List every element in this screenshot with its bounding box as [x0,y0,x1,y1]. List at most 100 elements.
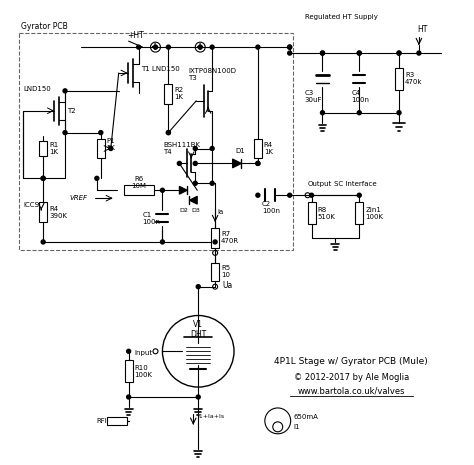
Circle shape [417,51,421,55]
Circle shape [256,161,260,166]
Text: IXTP08N100D
T3: IXTP08N100D T3 [188,68,237,81]
Text: 650mA: 650mA [294,414,319,420]
Circle shape [137,45,141,49]
Bar [97,139,105,159]
Text: +: + [196,42,204,52]
Text: Ia: Ia [217,209,223,215]
Circle shape [95,176,99,180]
Text: Ua: Ua [222,281,232,290]
Text: R1
1K: R1 1K [49,142,58,155]
Circle shape [357,111,361,115]
Text: R6
10M: R6 10M [131,176,146,189]
Circle shape [210,146,214,151]
Circle shape [193,161,197,166]
Bar [211,263,219,281]
Bar [254,139,262,159]
Text: R4
1K: R4 1K [264,142,273,155]
Bar [124,185,154,195]
Circle shape [154,45,157,49]
Text: www.bartola.co.uk/valves: www.bartola.co.uk/valves [298,386,405,396]
Text: R3
470k: R3 470k [405,73,422,86]
Bar [395,68,403,90]
Circle shape [288,193,292,197]
Bar [39,202,47,222]
Circle shape [166,45,170,49]
Text: D1: D1 [235,148,245,154]
Circle shape [193,146,197,151]
Bar [211,228,219,248]
Text: BSH111BK
T4: BSH111BK T4 [164,142,201,155]
Circle shape [63,89,67,93]
Circle shape [99,131,103,134]
Bar [356,202,363,224]
Circle shape [127,395,131,399]
Circle shape [397,111,401,115]
Circle shape [357,193,361,197]
Bar [164,84,173,104]
Circle shape [320,51,325,55]
Circle shape [256,193,260,197]
Circle shape [41,176,45,180]
Text: VREF: VREF [69,195,87,201]
Circle shape [198,45,202,49]
Circle shape [41,240,45,244]
Text: LND150: LND150 [23,86,51,92]
Text: D2: D2 [179,208,188,213]
Circle shape [357,51,361,55]
Circle shape [288,45,292,49]
Text: Gyrator PCB: Gyrator PCB [21,22,68,31]
Bar [107,417,127,425]
Text: C2
100n: C2 100n [262,201,280,213]
Circle shape [63,131,67,134]
Text: RFIL1: RFIL1 [97,418,116,424]
Text: Output: Output [308,181,332,187]
Circle shape [320,111,325,115]
Text: C4
100n: C4 100n [351,90,369,103]
Text: ICCS: ICCS [23,202,39,208]
Circle shape [196,395,200,399]
Circle shape [166,131,170,134]
Text: SC Interface: SC Interface [335,181,377,187]
Bar [39,140,47,156]
Text: T2: T2 [67,108,76,114]
Text: R4
390K: R4 390K [49,206,67,219]
Text: T1 LND150: T1 LND150 [141,66,179,72]
Text: V1
DHT: V1 DHT [190,320,206,339]
Text: +: + [151,42,160,52]
Text: I1+Ia+Is: I1+Ia+Is [197,414,224,419]
Text: © 2012-2017 by Ale Moglia: © 2012-2017 by Ale Moglia [294,372,409,382]
Text: C1
100n: C1 100n [143,212,161,225]
Circle shape [161,240,164,244]
Text: 4P1L Stage w/ Gyrator PCB (Mule): 4P1L Stage w/ Gyrator PCB (Mule) [274,357,428,366]
Circle shape [397,51,401,55]
Text: R7
470R: R7 470R [221,232,239,245]
Text: P1
5K: P1 5K [107,138,116,151]
Circle shape [196,285,200,289]
Circle shape [210,181,214,185]
Text: R2
1K: R2 1K [174,87,183,100]
Circle shape [288,51,292,55]
Text: Zin1
100K: Zin1 100K [365,206,383,219]
Text: Input: Input [135,350,153,356]
Bar [125,360,133,382]
Text: R10
100K: R10 100K [135,365,153,378]
Text: HT: HT [417,25,427,34]
Circle shape [193,181,197,185]
Circle shape [288,45,292,49]
Circle shape [320,51,325,55]
Circle shape [397,51,401,55]
Text: I1: I1 [294,424,300,430]
Circle shape [127,349,131,353]
Circle shape [161,188,164,192]
Circle shape [213,240,217,244]
Polygon shape [189,196,197,204]
Circle shape [357,51,361,55]
Circle shape [41,176,45,180]
Circle shape [177,161,182,166]
Bar [308,202,316,224]
Polygon shape [233,159,241,168]
Text: R8
510K: R8 510K [318,206,336,219]
Circle shape [256,161,260,166]
Circle shape [166,131,170,134]
Circle shape [310,193,313,197]
